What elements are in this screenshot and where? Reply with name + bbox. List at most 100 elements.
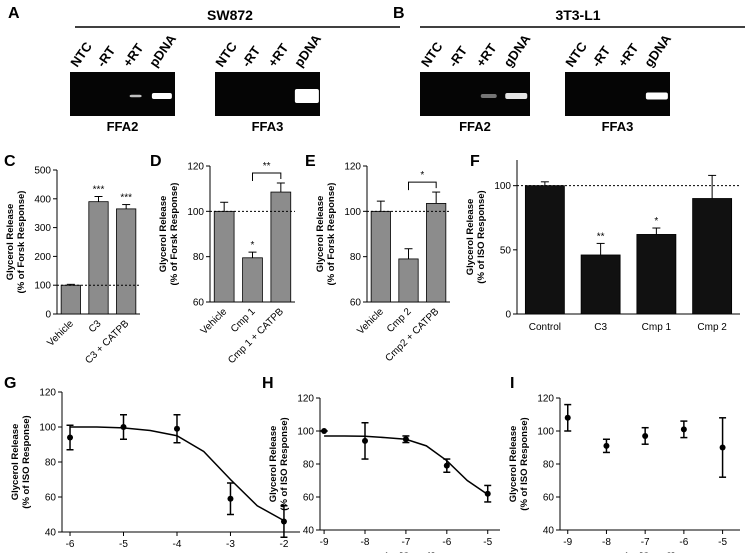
bar [116, 208, 137, 315]
data-point [564, 414, 571, 421]
panel-label: C [4, 153, 16, 170]
y-tick-label: 120 [297, 394, 314, 405]
gel-band [151, 93, 172, 99]
blot-label: FFA2 [459, 119, 491, 134]
bar [88, 201, 109, 315]
data-point [484, 490, 491, 497]
gel-title: SW872 [207, 7, 253, 23]
y-tick-label: 100 [344, 207, 361, 218]
fit-curve [324, 435, 489, 496]
data-point [402, 436, 409, 443]
data-point [67, 434, 74, 441]
x-tick-label: Control [529, 322, 561, 333]
y-tick-label: 120 [39, 388, 56, 399]
y-tick-label: 80 [543, 460, 555, 471]
x-tick-label: -7 [401, 537, 410, 548]
lane-label: pDNA [291, 31, 324, 70]
data-point [173, 425, 180, 432]
x-tick-label: -5 [483, 537, 492, 548]
bar [692, 198, 733, 315]
y-tick-label: 40 [303, 526, 315, 537]
gel-band [645, 92, 668, 100]
x-tick-label: Vehicle [355, 306, 386, 337]
x-tick-label: -2 [280, 539, 289, 550]
significance-label: ** [263, 161, 271, 172]
y-tick-label: 100 [39, 423, 56, 434]
panel-label: I [510, 375, 514, 392]
bar [370, 210, 391, 303]
y-axis-label: (% of ISO Response) [519, 417, 530, 510]
lane-label: -RT [94, 43, 119, 69]
bar [580, 254, 621, 315]
gel-band [129, 94, 142, 98]
bar [213, 210, 235, 303]
y-axis-label: Glycerol Release [268, 426, 279, 503]
bar [426, 202, 447, 303]
data-point [719, 444, 726, 451]
y-tick-label: 300 [34, 223, 51, 234]
x-tick-label: Vehicle [45, 318, 76, 349]
y-tick-label: 80 [350, 252, 362, 263]
lane-label: -RT [239, 43, 264, 69]
blot-label: FFA3 [602, 119, 634, 134]
lane-label: +RT [473, 41, 500, 70]
lane-label: gDNA [641, 31, 674, 70]
y-axis-label: (% of ISO Response) [476, 190, 487, 283]
x-tick-label: -6 [679, 537, 688, 548]
x-tick-label: -3 [226, 539, 235, 550]
significance-label: * [251, 240, 255, 251]
y-tick-label: 40 [45, 528, 57, 539]
lane-label: +RT [615, 41, 642, 70]
y-tick-label: 500 [34, 166, 51, 177]
lane-label: gDNA [500, 31, 533, 70]
data-point [680, 426, 687, 433]
lane-label: -RT [445, 43, 470, 69]
y-tick-label: 100 [34, 281, 51, 292]
y-tick-label: 60 [193, 298, 205, 309]
y-tick-label: 100 [537, 427, 554, 438]
x-tick-label: -9 [563, 537, 572, 548]
y-tick-label: 100 [187, 207, 204, 218]
y-tick-label: 0 [505, 310, 511, 321]
lane-label: NTC [418, 39, 446, 70]
y-tick-label: 60 [350, 298, 362, 309]
y-axis-label: Glycerol Release [10, 424, 21, 501]
lane-label: NTC [67, 39, 95, 70]
y-axis-label: Glycerol Release [5, 204, 16, 281]
gel-title: 3T3-L1 [555, 7, 600, 23]
y-axis-label: (% of ISO Response) [21, 415, 32, 508]
blot-label: FFA3 [252, 119, 284, 134]
bar [270, 191, 292, 303]
data-point [120, 424, 127, 430]
x-tick-label: -7 [641, 537, 650, 548]
y-axis-label: (% of ISO Response) [279, 417, 290, 510]
y-tick-label: 120 [187, 162, 204, 173]
y-tick-label: 60 [303, 493, 315, 504]
data-point [321, 428, 328, 434]
lane-label: +RT [265, 41, 292, 70]
x-tick-label: Cmp 1 [642, 322, 672, 333]
y-axis-label: (% of Forsk Response) [16, 191, 27, 294]
panel-label: E [305, 153, 316, 170]
lane-label: NTC [212, 39, 240, 70]
panel-label: D [150, 153, 162, 170]
bar [636, 234, 677, 315]
panel-label: H [262, 375, 274, 392]
significance-label: *** [93, 184, 105, 195]
gel-band [480, 94, 497, 98]
data-point [443, 462, 450, 469]
x-tick-label: -9 [320, 537, 329, 548]
x-tick-label: -6 [66, 539, 75, 550]
data-point [362, 437, 368, 444]
data-point [280, 518, 287, 525]
y-tick-label: 50 [500, 245, 512, 256]
y-tick-label: 60 [45, 493, 57, 504]
y-tick-label: 120 [344, 162, 361, 173]
data-point [642, 432, 649, 439]
significance-label: ** [597, 231, 605, 242]
x-tick-label: C3 [594, 322, 607, 333]
panel-label: G [4, 375, 16, 392]
x-tick-label: -5 [718, 537, 727, 548]
gel-band [294, 89, 319, 103]
